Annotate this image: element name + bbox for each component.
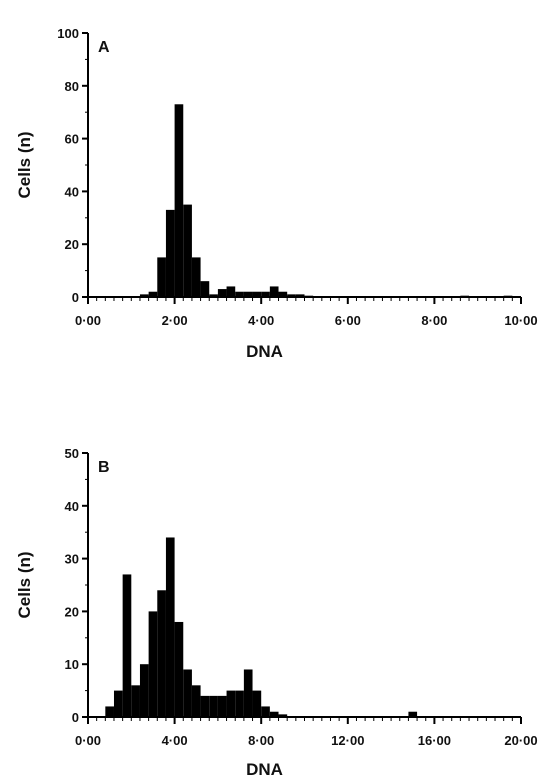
histogram-bar (148, 611, 158, 717)
histogram-bar (174, 621, 184, 717)
y-tick-label: 100 (57, 26, 79, 41)
histogram-bar (165, 537, 175, 717)
histogram-bar (217, 289, 227, 297)
x-tick-label: 8·00 (248, 733, 274, 748)
histogram-bar (226, 286, 236, 297)
y-tick-label: 20 (65, 604, 79, 619)
histogram-bar (287, 294, 296, 297)
histogram-bar (408, 711, 418, 717)
histogram-bar (139, 294, 149, 297)
histogram-bar (226, 690, 236, 717)
histogram-bar (157, 257, 166, 297)
histogram-bar (131, 685, 140, 717)
x-tick-label: 16·00 (418, 733, 451, 748)
histogram-bar (183, 204, 192, 297)
histogram-bar (243, 291, 253, 297)
histogram-bar (200, 281, 210, 297)
y-axis-title: Cells (n) (15, 551, 34, 618)
histogram-bar (209, 294, 218, 297)
x-tick-label: 6·00 (335, 313, 361, 328)
histogram-bar (278, 291, 288, 297)
histogram-bar (261, 706, 270, 717)
histogram-bar (157, 590, 166, 717)
histogram-bar (200, 695, 210, 717)
y-tick-label: 40 (65, 499, 79, 514)
x-tick-label: 12·00 (331, 733, 364, 748)
histogram-bar (191, 685, 201, 717)
histogram-bar (235, 291, 244, 297)
histogram-bar (113, 690, 123, 717)
x-tick-label: 10·00 (504, 313, 537, 328)
histogram-bar (269, 286, 279, 297)
chart-panel-a: 0·00 2·00 4·00 6·00 8·00 10·00 0 20 40 60 80 100 DNA… (15, 26, 538, 361)
histogram-bar (139, 664, 149, 717)
x-tick-label: 4·00 (162, 733, 188, 748)
histogram-bar (174, 104, 184, 297)
histogram-bar (295, 294, 305, 297)
histogram-bar (217, 695, 227, 717)
x-tick-label: 2·00 (162, 313, 188, 328)
histogram-bar (105, 706, 114, 717)
chart-panel-b: 0·00 4·00 8·00 12·00 16·00 20·00 0 10 20 30 40 50 DN… (15, 446, 538, 779)
y-tick-label: 0 (72, 710, 79, 725)
x-tick-label: 4·00 (248, 313, 274, 328)
histogram-bar (235, 690, 244, 717)
histogram-bar (269, 711, 279, 717)
x-tick-label: 8·00 (421, 313, 447, 328)
histogram-bar (165, 209, 175, 297)
histogram-bar (252, 291, 262, 297)
histogram-bar (261, 291, 270, 297)
x-tick-label: 20·00 (504, 733, 537, 748)
histogram-bar (148, 291, 158, 297)
x-axis-title: DNA (246, 342, 283, 361)
histogram-bar (252, 690, 262, 717)
y-tick-label: 30 (65, 552, 79, 567)
y-tick-label: 20 (65, 237, 79, 252)
y-axis-title: Cells (n) (15, 131, 34, 198)
y-tick-label: 50 (65, 446, 79, 461)
x-tick-label: 0·00 (75, 313, 101, 328)
histogram-bar (209, 695, 218, 717)
y-tick-label: 0 (72, 290, 79, 305)
histogram-bar (183, 669, 192, 717)
y-tick-label: 40 (65, 184, 79, 199)
panel-label: A (98, 39, 110, 56)
y-tick-label: 80 (65, 79, 79, 94)
x-axis-title: DNA (246, 760, 283, 779)
y-tick-label: 60 (65, 132, 79, 147)
histogram-bar (278, 714, 288, 717)
panel-label: B (98, 459, 110, 476)
histogram-bar (243, 669, 253, 717)
histogram-bar (122, 574, 132, 717)
x-tick-label: 0·00 (75, 733, 101, 748)
y-tick-label: 10 (65, 657, 79, 672)
histogram-bar (191, 257, 201, 297)
